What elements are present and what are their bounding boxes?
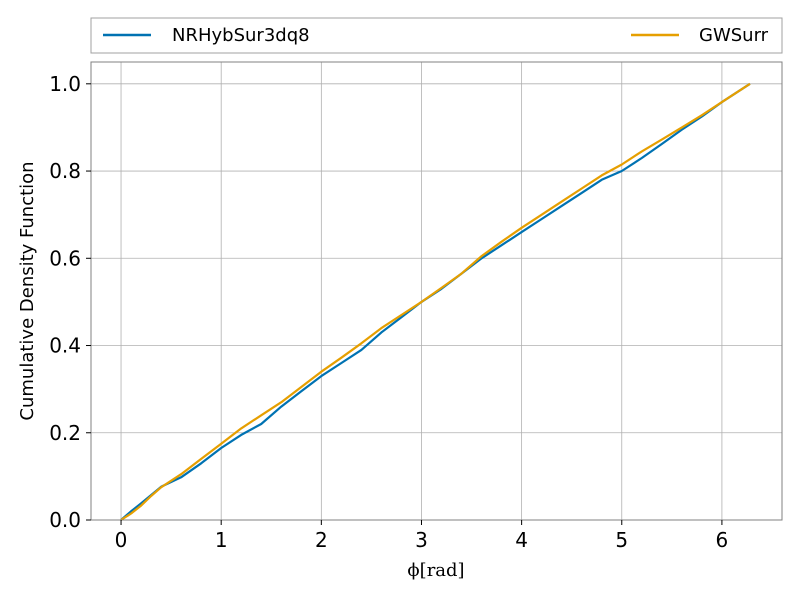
x-tick-label: 4 <box>515 528 528 552</box>
y-tick-label: 0.4 <box>49 334 81 358</box>
legend: NRHybSur3dq8 GWSurr <box>90 17 783 54</box>
x-tick-label: 6 <box>716 528 729 552</box>
x-tick-label: 3 <box>415 528 428 552</box>
y-axis-label: Cumulative Density Function <box>17 161 38 420</box>
legend-label-nrhybsur3dq8: NRHybSur3dq8 <box>172 25 310 46</box>
y-tick-label: 0.6 <box>49 246 81 270</box>
y-tick-label: 0.2 <box>49 421 81 445</box>
x-tick-label: 1 <box>215 528 228 552</box>
series-lines <box>120 82 751 521</box>
x-tick-label: 2 <box>315 528 328 552</box>
x-tick-label: 0 <box>115 528 128 552</box>
legend-label-gwsurr: GWSurr <box>699 25 769 46</box>
y-tick-label: 1.0 <box>49 72 81 96</box>
plot-frame <box>90 61 783 521</box>
tick-labels: 0 1 2 3 4 5 6 0.0 0.2 0.4 0.6 0.8 1.0 <box>49 72 728 552</box>
x-axis-label: ϕ[rad] <box>407 560 464 581</box>
x-tick-label: 5 <box>615 528 628 552</box>
y-tick-label: 0.0 <box>49 508 81 532</box>
series-line-gwsurr <box>120 82 751 521</box>
grid <box>91 62 782 521</box>
y-tick-label: 0.8 <box>49 159 81 183</box>
